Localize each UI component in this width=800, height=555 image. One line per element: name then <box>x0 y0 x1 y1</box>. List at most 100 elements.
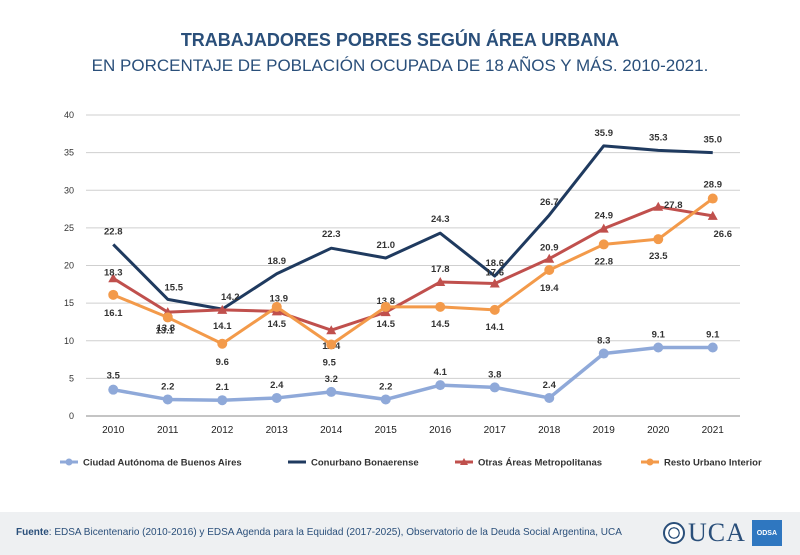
data-point <box>598 239 609 250</box>
chart-title: TRABAJADORES POBRES SEGÚN ÁREA URBANA <box>180 30 620 50</box>
data-label: 18.9 <box>268 256 287 267</box>
legend-label: Otras Áreas Metropolitanas <box>478 458 602 469</box>
data-label: 28.9 <box>704 180 723 191</box>
legend-marker <box>460 458 468 465</box>
data-point <box>707 342 718 353</box>
data-point <box>380 301 391 312</box>
uca-seal-icon <box>663 522 685 544</box>
data-label: 9.1 <box>652 330 666 341</box>
legend-label: Conurbano Bonaerense <box>311 458 419 469</box>
legend-label: Resto Urbano Interior <box>664 458 762 469</box>
data-label: 35.9 <box>595 128 614 139</box>
data-label: 9.6 <box>216 357 229 368</box>
data-label: 2.4 <box>270 380 284 391</box>
series-line-1 <box>112 144 713 311</box>
x-tick-label: 2013 <box>266 425 289 436</box>
data-label: 17.6 <box>486 268 505 279</box>
data-label: 24.3 <box>431 214 450 225</box>
legend-marker <box>646 458 654 466</box>
series-line-0 <box>112 345 713 402</box>
data-label: 17.8 <box>431 264 450 275</box>
data-point <box>162 394 173 405</box>
data-label: 13.8 <box>157 323 176 334</box>
odsa-badge: ODSA <box>751 520 782 546</box>
x-tick-label: 2019 <box>593 425 616 436</box>
data-label: 13.9 <box>270 293 289 304</box>
data-point <box>380 394 391 405</box>
data-label: 14.5 <box>431 319 450 330</box>
data-point <box>326 339 337 350</box>
data-label: 15.5 <box>165 282 184 293</box>
data-label: 16.1 <box>104 308 123 319</box>
data-label: 27.8 <box>664 200 683 211</box>
data-label: 4.1 <box>434 367 448 378</box>
data-point <box>108 273 119 283</box>
data-point <box>489 382 500 393</box>
data-label: 9.5 <box>323 358 337 369</box>
y-tick-label: 10 <box>64 336 74 346</box>
x-tick-label: 2010 <box>102 425 125 436</box>
data-label: 3.8 <box>488 369 501 380</box>
x-tick-label: 2015 <box>375 425 398 436</box>
data-label: 9.1 <box>706 330 720 341</box>
data-point <box>598 223 609 233</box>
x-tick-label: 2012 <box>211 425 234 436</box>
data-point <box>271 301 282 312</box>
y-tick-label: 5 <box>69 373 74 383</box>
data-point <box>326 386 337 397</box>
uca-logo-text: UCA <box>688 518 746 547</box>
y-tick-label: 0 <box>69 411 74 421</box>
data-label: 2.2 <box>379 381 392 392</box>
series-line-2 <box>112 205 713 332</box>
chart-subtitle: EN PORCENTAJE DE POBLACIÓN OCUPADA DE 18… <box>91 56 709 75</box>
data-label: 22.8 <box>104 226 123 237</box>
data-point <box>435 301 446 312</box>
data-point <box>489 278 500 288</box>
data-label: 14.1 <box>213 321 232 332</box>
y-tick-label: 40 <box>64 110 74 120</box>
data-point <box>435 380 446 391</box>
data-label: 23.5 <box>649 251 668 262</box>
x-tick-label: 2014 <box>320 425 343 436</box>
y-tick-label: 35 <box>64 148 74 158</box>
data-label: 18.6 <box>486 258 505 269</box>
data-label: 24.9 <box>595 211 614 222</box>
data-label: 22.8 <box>595 256 614 267</box>
data-label: 2.2 <box>161 381 174 392</box>
x-tick-label: 2016 <box>429 425 452 436</box>
data-label: 2.4 <box>543 380 557 391</box>
data-label: 14.5 <box>377 319 396 330</box>
legend-marker <box>65 458 73 466</box>
data-point <box>108 384 119 395</box>
data-label: 14.1 <box>486 322 505 333</box>
series-line-3 <box>112 197 714 347</box>
x-tick-label: 2017 <box>484 425 507 436</box>
data-point <box>598 348 609 359</box>
data-label: 35.3 <box>649 132 668 143</box>
x-tick-label: 2018 <box>538 425 561 436</box>
data-label: 14.2 <box>221 292 240 303</box>
data-point <box>108 289 119 300</box>
y-tick-label: 30 <box>64 185 74 195</box>
source-label: Fuente <box>16 527 49 538</box>
data-label: 21.0 <box>377 240 396 251</box>
data-point <box>707 210 718 220</box>
data-label: 18.3 <box>104 267 123 278</box>
data-point <box>489 304 500 315</box>
data-point <box>271 392 282 403</box>
data-label: 13.1 <box>156 325 175 336</box>
data-point <box>162 312 173 323</box>
uca-logo: UCA ODSA <box>663 518 782 547</box>
data-point <box>544 392 555 403</box>
data-point <box>217 304 228 314</box>
y-tick-label: 20 <box>64 261 74 271</box>
data-point <box>326 325 337 335</box>
x-tick-label: 2021 <box>702 425 725 436</box>
data-point <box>544 265 555 276</box>
data-point <box>435 277 446 287</box>
line-chart: 0 5 10 15 20 25 30 35 40 2010 2011 2012 2013 2014 2015… <box>60 110 762 469</box>
data-label: 19.4 <box>540 283 559 294</box>
data-point <box>544 253 555 263</box>
y-tick-label: 15 <box>64 298 74 308</box>
legend-label: Ciudad Autónoma de Buenos Aires <box>83 458 242 469</box>
